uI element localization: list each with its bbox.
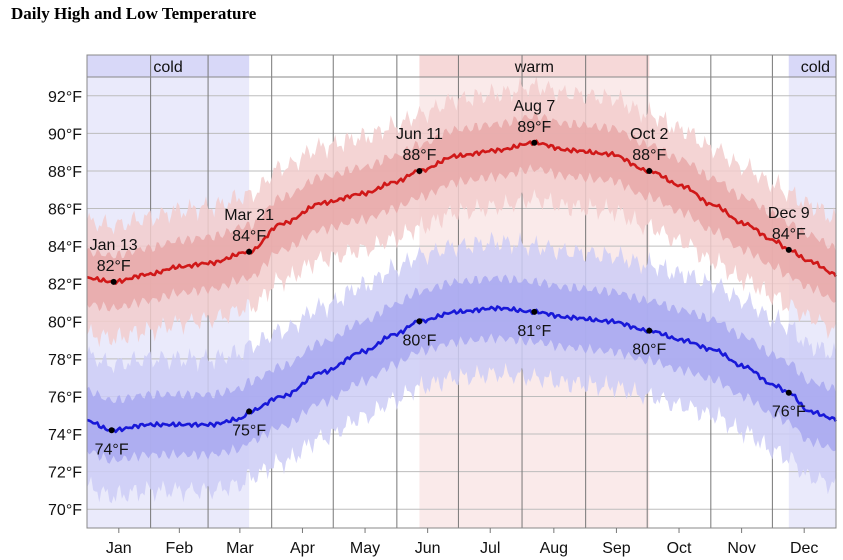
y-tick-label: 74°F	[48, 427, 82, 444]
x-tick-label: Apr	[290, 540, 316, 557]
x-tick-label: Aug	[540, 540, 568, 557]
season-header-cold	[87, 55, 250, 77]
annotation-temp-label: 80°F	[402, 332, 436, 349]
y-tick-label: 86°F	[48, 202, 82, 219]
annotation-dot	[646, 167, 653, 174]
annotation-dot	[110, 278, 117, 285]
annotation-dot	[531, 139, 538, 146]
annotation-date-label: Mar 21	[224, 207, 274, 224]
annotation-date-label: Aug 7	[513, 98, 555, 115]
annotation-temp-label: 84°F	[772, 226, 806, 243]
annotation-temp-label: 88°F	[402, 147, 436, 164]
y-tick-label: 92°F	[48, 89, 82, 106]
x-tick-label: Sep	[602, 540, 631, 557]
y-tick-label: 78°F	[48, 352, 82, 369]
annotation-dot	[785, 246, 792, 253]
annotation-date-label: Dec 9	[768, 205, 810, 222]
annotation-dot	[416, 167, 423, 174]
annotation-temp-label: 88°F	[632, 147, 666, 164]
y-tick-label: 84°F	[48, 239, 82, 256]
y-tick-label: 88°F	[48, 164, 82, 181]
range-bands	[87, 75, 836, 504]
x-tick-label: Nov	[727, 540, 755, 557]
plot-frame	[86, 54, 837, 529]
x-tick-label: Jun	[415, 540, 441, 557]
annotation-temp-label: 81°F	[517, 323, 551, 340]
annotation-dot	[246, 248, 253, 255]
y-tick-label: 76°F	[48, 389, 82, 406]
y-tick-label: 72°F	[48, 465, 82, 482]
annotation-date-label: Jan 13	[90, 237, 138, 254]
season-header-warm	[419, 55, 650, 77]
annotation-dot	[108, 427, 115, 434]
y-tick-label: 90°F	[48, 126, 82, 143]
x-tick-label: Dec	[790, 540, 818, 557]
annotation-temp-label: 74°F	[95, 441, 129, 458]
y-tick-label: 80°F	[48, 314, 82, 331]
y-tick-label: 82°F	[48, 277, 82, 294]
annotation-temp-label: 89°F	[517, 119, 551, 136]
season-label-warm: warm	[514, 59, 554, 76]
chart-title: Daily High and Low Temperature	[11, 4, 257, 23]
annotation-dot	[646, 327, 653, 334]
plot-border	[86, 54, 837, 529]
x-tick-label: Jan	[106, 540, 132, 557]
high-outer-band	[87, 75, 836, 348]
annotations: Jan 13 82°F Mar 21 84°F Jun 11 88°F Aug 7 89°F O…	[90, 98, 810, 459]
annotation-dot	[246, 408, 253, 415]
high-temperature-line	[86, 139, 838, 285]
annotation-temp-label: 75°F	[232, 422, 266, 439]
x-tick-label: May	[350, 540, 380, 557]
annotation-date-label: Jun 11	[396, 126, 443, 143]
x-tick-label: Oct	[667, 540, 692, 557]
x-axis-ticks: Jan Feb Mar Apr May Jun Jul Aug Sep Oct Nov Dec	[106, 528, 818, 557]
low-inner-band	[87, 274, 836, 464]
season-label-cold: cold	[153, 59, 182, 76]
season-header-cold	[788, 55, 836, 77]
annotation-dot	[416, 318, 423, 325]
y-tick-label: 70°F	[48, 502, 82, 519]
annotation-temp-label: 84°F	[232, 228, 266, 245]
annotation-date-label: Oct 2	[630, 126, 668, 143]
x-tick-label: Mar	[226, 540, 254, 557]
annotation-temp-label: 76°F	[772, 404, 806, 421]
annotation-dot	[531, 308, 538, 315]
x-tick-label: Feb	[166, 540, 194, 557]
low-temperature-line	[86, 305, 838, 434]
annotation-dot	[785, 389, 792, 396]
y-axis-ticks: 70°F 72°F 74°F 76°F 78°F 80°F 82°F 84°F 86°F 88°F…	[48, 89, 82, 519]
series-lines	[86, 139, 838, 434]
low-outer-band	[87, 231, 836, 504]
annotation-temp-label: 80°F	[632, 342, 666, 359]
x-tick-label: Jul	[480, 540, 500, 557]
annotation-temp-label: 82°F	[97, 258, 131, 275]
season-label-cold: cold	[801, 59, 830, 76]
high-inner-band	[87, 112, 836, 312]
